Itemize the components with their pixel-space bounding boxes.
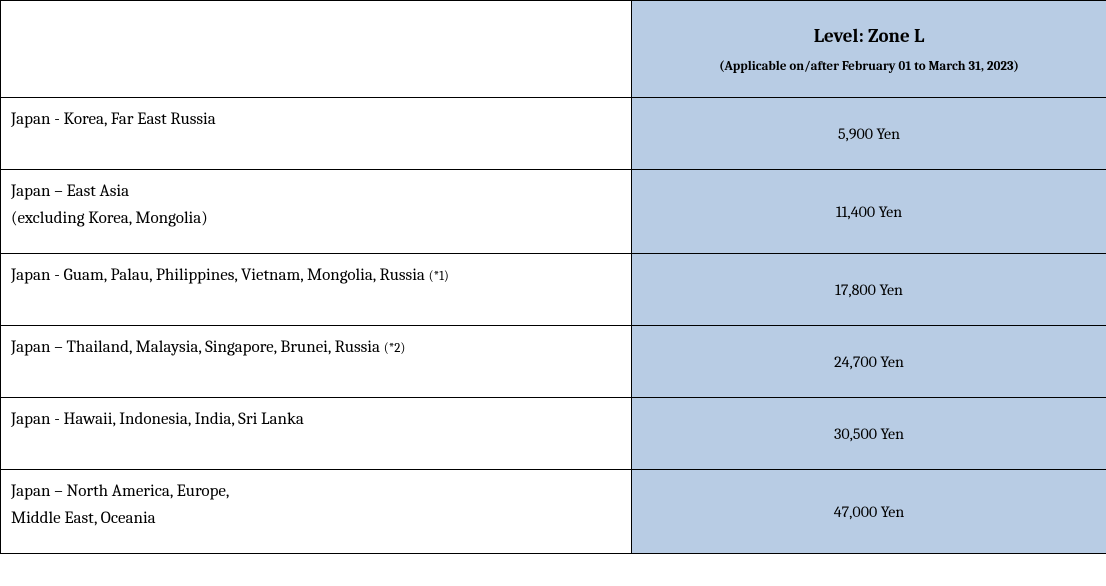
route-text: Japan - Guam, Palau, Philippines, Vietna… xyxy=(11,266,425,285)
price-cell: 30,500 Yen xyxy=(632,398,1106,470)
route-cell: Japan - Guam, Palau, Philippines, Vietna… xyxy=(1,254,632,326)
route-note: (*1) xyxy=(429,269,449,284)
route-text: Japan - Hawaii, Indonesia, India, Sri La… xyxy=(11,410,304,429)
price-cell: 11,400 Yen xyxy=(632,170,1106,254)
route-cell: Japan - Hawaii, Indonesia, India, Sri La… xyxy=(1,398,632,470)
price-cell: 5,900 Yen xyxy=(632,98,1106,170)
route-text: Japan – East Asia (excluding Korea, Mong… xyxy=(11,182,208,228)
route-cell: Japan – Thailand, Malaysia, Singapore, B… xyxy=(1,326,632,398)
route-cell: Japan - Korea, Far East Russia xyxy=(1,98,632,170)
level-title: Level: Zone L xyxy=(640,25,1098,47)
table: Level: Zone L (Applicable on/after Febru… xyxy=(0,0,1106,554)
table-row: Japan - Hawaii, Indonesia, India, Sri La… xyxy=(1,398,1106,470)
route-text: Japan – North America, Europe, Middle Ea… xyxy=(11,482,229,528)
route-text: Japan - Korea, Far East Russia xyxy=(11,110,216,129)
table-row: Japan - Korea, Far East Russia 5,900 Yen xyxy=(1,98,1106,170)
route-cell: Japan – East Asia (excluding Korea, Mong… xyxy=(1,170,632,254)
route-note: (*2) xyxy=(384,341,406,356)
table-row: Japan – North America, Europe, Middle Ea… xyxy=(1,470,1106,554)
level-subtitle: (Applicable on/after February 01 to Marc… xyxy=(640,59,1098,74)
header-level-cell: Level: Zone L (Applicable on/after Febru… xyxy=(632,1,1106,98)
price-cell: 24,700 Yen xyxy=(632,326,1106,398)
table-row: Japan - Guam, Palau, Philippines, Vietna… xyxy=(1,254,1106,326)
route-cell: Japan – North America, Europe, Middle Ea… xyxy=(1,470,632,554)
price-cell: 17,800 Yen xyxy=(632,254,1106,326)
route-text: Japan – Thailand, Malaysia, Singapore, B… xyxy=(11,338,380,357)
table-row: Japan – East Asia (excluding Korea, Mong… xyxy=(1,170,1106,254)
zone-pricing-table: Level: Zone L (Applicable on/after Febru… xyxy=(0,0,1106,554)
table-header-row: Level: Zone L (Applicable on/after Febru… xyxy=(1,1,1106,98)
table-row: Japan – Thailand, Malaysia, Singapore, B… xyxy=(1,326,1106,398)
header-empty-cell xyxy=(1,1,632,98)
price-cell: 47,000 Yen xyxy=(632,470,1106,554)
